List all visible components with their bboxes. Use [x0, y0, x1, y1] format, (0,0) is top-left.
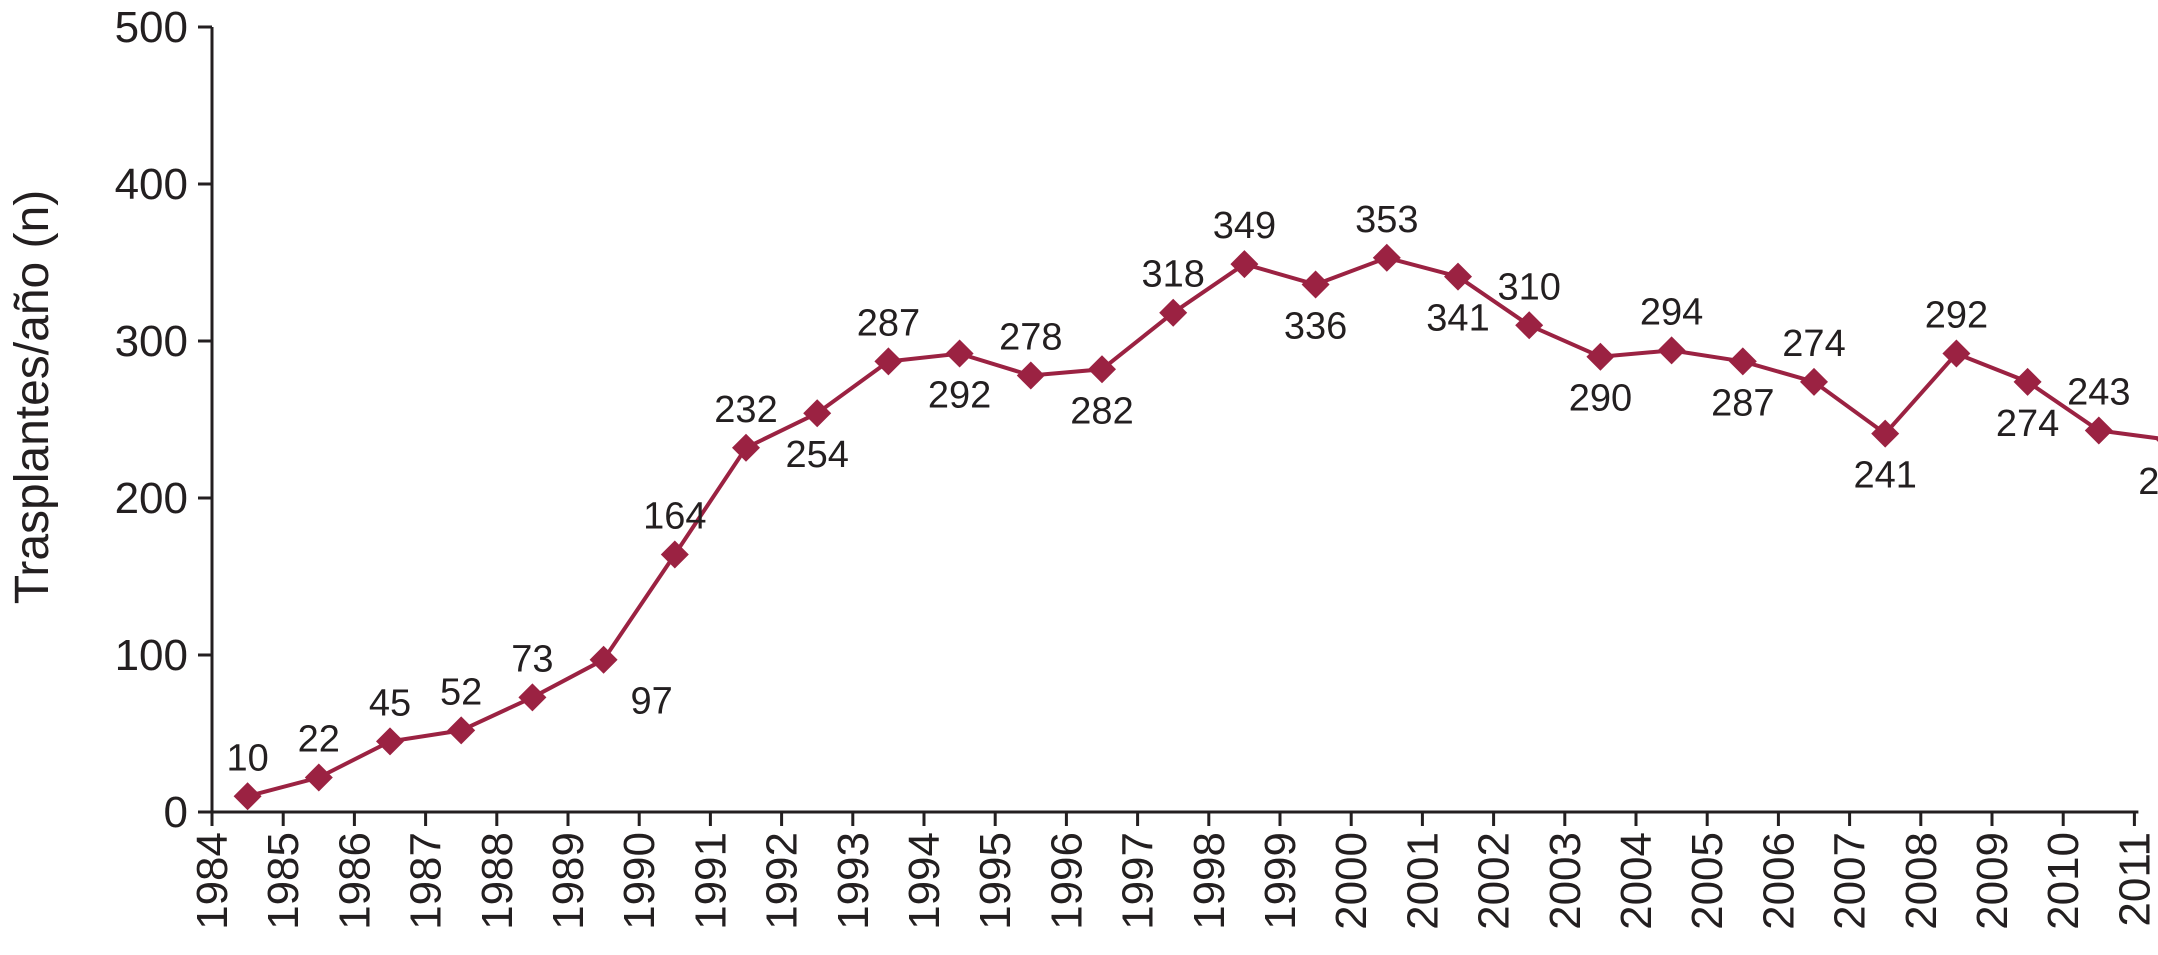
- x-tick-label: 2009: [1968, 832, 2017, 930]
- data-label: 274: [1996, 403, 2059, 445]
- data-label: 52: [440, 671, 482, 713]
- x-tick-label: 2005: [1683, 832, 1732, 930]
- x-tick-label: 1985: [259, 832, 308, 930]
- data-point: [803, 399, 832, 428]
- data-point: [589, 645, 618, 674]
- data-point: [447, 716, 476, 745]
- data-label: 336: [1284, 305, 1347, 347]
- data-label: 22: [298, 718, 340, 760]
- x-tick-label: 1991: [686, 832, 735, 930]
- data-label: 10: [226, 737, 268, 779]
- data-label: 287: [1711, 382, 1774, 424]
- x-tick-label: 1995: [971, 832, 1020, 930]
- data-label: 237: [2138, 461, 2158, 503]
- x-tick-label: 2003: [1541, 832, 1590, 930]
- data-label: 45: [369, 682, 411, 724]
- x-tick-label: 1989: [544, 832, 593, 930]
- data-point: [945, 339, 974, 368]
- data-point: [1728, 347, 1757, 376]
- data-label: 254: [785, 434, 848, 476]
- data-label: 243: [2067, 371, 2130, 413]
- y-tick-label: 400: [115, 160, 188, 209]
- x-tick-label: 2007: [1826, 832, 1875, 930]
- data-label: 310: [1497, 266, 1560, 308]
- data-point: [874, 347, 903, 376]
- x-axis: 1984 1985 1986 1987 1988 1989 1990 1991 1992 1993…: [188, 810, 2158, 930]
- data-point: [1800, 367, 1828, 396]
- data-label: 97: [630, 681, 672, 723]
- data-label: 241: [1853, 455, 1916, 497]
- data-label: 290: [1569, 378, 1632, 420]
- y-axis-label: Trasplantes/año (n): [6, 190, 59, 604]
- y-axis: 0 100 200 300 400 500: [115, 3, 214, 837]
- data-point: [1586, 342, 1615, 371]
- x-tick-label: 1996: [1042, 832, 1091, 930]
- x-tick-label: 1987: [402, 832, 451, 930]
- data-point: [660, 540, 689, 569]
- x-tick-label: 2010: [2039, 832, 2088, 930]
- x-tick-label: 1988: [473, 832, 522, 930]
- x-tick-label: 2000: [1327, 832, 1376, 930]
- x-tick-label: 1999: [1256, 832, 1305, 930]
- x-tick-label: 1997: [1114, 832, 1163, 930]
- x-tick-label: 1984: [188, 832, 237, 930]
- y-tick-label: 0: [164, 788, 188, 837]
- x-tick-label: 2004: [1612, 832, 1661, 930]
- data-point: [2084, 416, 2113, 445]
- x-tick-label: 2006: [1754, 832, 1803, 930]
- data-point: [2013, 367, 2042, 396]
- x-tick-label: 1986: [330, 832, 379, 930]
- x-tick-label: 2002: [1470, 832, 1519, 930]
- series-line: [247, 255, 2158, 799]
- x-tick-label: 1992: [758, 832, 807, 930]
- data-label: 349: [1213, 205, 1276, 247]
- data-label: 294: [1640, 291, 1703, 333]
- data-label: 274: [1782, 323, 1845, 365]
- data-point: [1444, 262, 1472, 291]
- y-tick-label: 100: [115, 631, 188, 680]
- x-tick-label: 1994: [900, 832, 949, 930]
- x-tick-label: 1998: [1185, 832, 1234, 930]
- data-point: [1016, 361, 1045, 390]
- data-point: [1372, 243, 1401, 272]
- data-point: [376, 727, 404, 756]
- y-tick-label: 500: [115, 3, 188, 52]
- data-label: 341: [1426, 298, 1489, 340]
- data-point: [304, 763, 333, 792]
- data-point: [1657, 336, 1686, 365]
- data-point: [1088, 355, 1116, 384]
- data-point: [518, 683, 547, 712]
- x-tick-label: 1990: [615, 832, 664, 930]
- x-tick-label: 1993: [829, 832, 878, 930]
- data-point: [1515, 311, 1544, 340]
- data-label: 164: [643, 496, 706, 538]
- data-point: [1942, 339, 1971, 368]
- data-point: [1159, 298, 1188, 327]
- x-tick-label: 2011: [2110, 832, 2158, 927]
- data-point: [1230, 250, 1259, 279]
- y-tick-label: 300: [115, 317, 188, 366]
- data-label: 287: [857, 302, 920, 344]
- data-label: 353: [1355, 199, 1418, 241]
- data-label: 292: [928, 375, 991, 417]
- data-label: 73: [511, 638, 553, 680]
- data-series: [233, 243, 2158, 811]
- y-tick-label: 200: [115, 474, 188, 523]
- data-label: 278: [999, 317, 1062, 359]
- x-tick-label: 2008: [1897, 832, 1946, 930]
- data-point: [732, 433, 760, 462]
- data-point: [1301, 270, 1330, 299]
- x-tick-label: 2001: [1398, 832, 1447, 930]
- data-point: [1871, 419, 1900, 448]
- data-point: [233, 782, 262, 811]
- data-label: 292: [1925, 295, 1988, 337]
- data-label: 232: [714, 389, 777, 431]
- data-label: 318: [1141, 254, 1204, 296]
- data-label: 282: [1070, 390, 1133, 432]
